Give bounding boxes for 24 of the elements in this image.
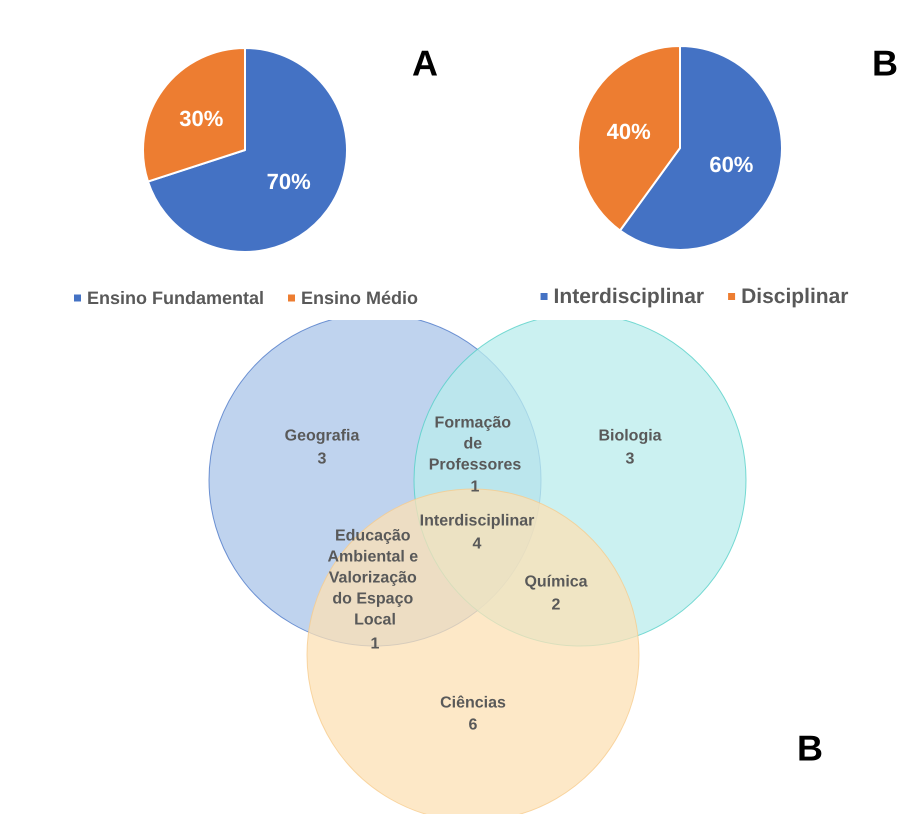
legend-label: Disciplinar <box>741 285 848 308</box>
legend-label: Ensino Médio <box>301 288 418 308</box>
data-label: 3 <box>626 450 635 468</box>
data-label: 4 <box>472 536 482 552</box>
data-label: 6 <box>468 716 478 734</box>
legend-label: Ensino Fundamental <box>86 288 264 308</box>
category-label: Geografia <box>284 428 360 444</box>
data-label: 70% <box>266 169 311 194</box>
category-label: Formação de Professores <box>428 414 522 474</box>
category-label: Interdisciplinar <box>420 512 534 530</box>
data-label: 60% <box>709 152 754 178</box>
category-label: Biologia <box>598 428 662 444</box>
data-label: 40% <box>606 118 651 144</box>
data-label: 2 <box>552 596 561 614</box>
data-label: 3 <box>318 450 327 468</box>
text: B <box>797 728 823 768</box>
chart-title: A <box>412 42 438 84</box>
category-label: Educação Ambiental e Valorização do Espaço Local <box>327 528 423 628</box>
data-label: 30% <box>179 106 224 131</box>
category-label: Química <box>524 574 588 590</box>
category-label: Ciências <box>440 694 506 712</box>
legend-label: Interdisciplinar <box>554 285 704 308</box>
chart-title: B <box>872 42 897 84</box>
data-label: 1 <box>370 636 380 652</box>
